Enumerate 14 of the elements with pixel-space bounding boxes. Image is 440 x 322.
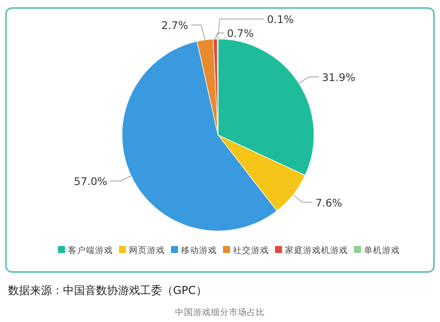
data-label: 0.7% xyxy=(227,28,254,40)
data-label: 2.7% xyxy=(161,20,188,32)
data-label: 57.0% xyxy=(74,176,108,188)
legend-label: 社交游戏 xyxy=(233,245,269,256)
data-label: 7.6% xyxy=(316,197,342,210)
data-label: 0.1% xyxy=(267,14,294,26)
legend-label: 客户端游戏 xyxy=(68,245,113,256)
legend-label: 单机游戏 xyxy=(364,245,400,256)
legend-label: 移动游戏 xyxy=(181,245,217,256)
data-label: 31.9% xyxy=(322,72,356,84)
text: 中国游戏细分市场占比 xyxy=(175,307,265,318)
legend-label: 家庭游戏机游戏 xyxy=(285,245,348,256)
source-note: 数据来源：中国音数协游戏工委（GPC） xyxy=(8,284,207,297)
legend-label: 网页游戏 xyxy=(129,245,165,256)
